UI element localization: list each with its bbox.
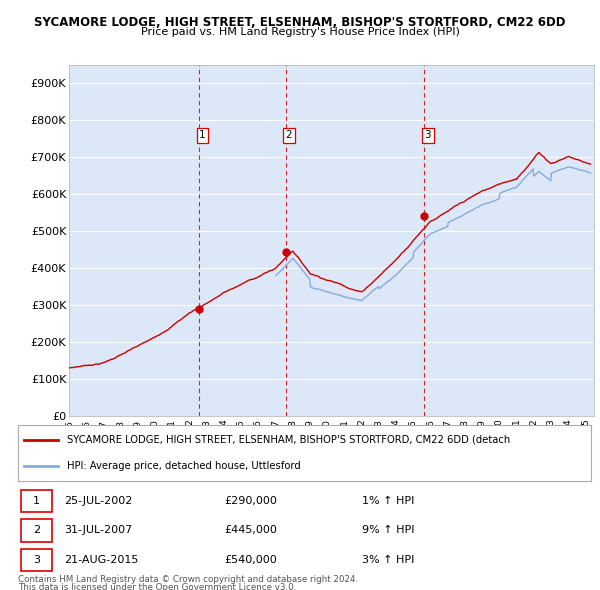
Text: 1: 1 xyxy=(199,130,206,140)
Text: 3% ↑ HPI: 3% ↑ HPI xyxy=(362,555,414,565)
Text: 31-JUL-2007: 31-JUL-2007 xyxy=(64,526,132,535)
Text: This data is licensed under the Open Government Licence v3.0.: This data is licensed under the Open Gov… xyxy=(18,583,296,590)
Bar xyxy=(21,519,52,542)
Text: 2: 2 xyxy=(286,130,292,140)
Text: £445,000: £445,000 xyxy=(224,526,277,535)
Text: 1: 1 xyxy=(33,496,40,506)
Text: Contains HM Land Registry data © Crown copyright and database right 2024.: Contains HM Land Registry data © Crown c… xyxy=(18,575,358,584)
Text: 9% ↑ HPI: 9% ↑ HPI xyxy=(362,526,415,535)
Text: Price paid vs. HM Land Registry's House Price Index (HPI): Price paid vs. HM Land Registry's House … xyxy=(140,27,460,37)
Text: SYCAMORE LODGE, HIGH STREET, ELSENHAM, BISHOP'S STORTFORD, CM22 6DD (detach: SYCAMORE LODGE, HIGH STREET, ELSENHAM, B… xyxy=(67,435,510,445)
Text: 25-JUL-2002: 25-JUL-2002 xyxy=(64,496,132,506)
Text: 2: 2 xyxy=(33,526,40,535)
Text: SYCAMORE LODGE, HIGH STREET, ELSENHAM, BISHOP'S STORTFORD, CM22 6DD: SYCAMORE LODGE, HIGH STREET, ELSENHAM, B… xyxy=(34,16,566,29)
Bar xyxy=(21,490,52,512)
Text: £290,000: £290,000 xyxy=(224,496,277,506)
Text: 3: 3 xyxy=(424,130,431,140)
Text: 21-AUG-2015: 21-AUG-2015 xyxy=(64,555,138,565)
Text: HPI: Average price, detached house, Uttlesford: HPI: Average price, detached house, Uttl… xyxy=(67,461,301,471)
Text: 3: 3 xyxy=(33,555,40,565)
Text: 1% ↑ HPI: 1% ↑ HPI xyxy=(362,496,414,506)
Text: £540,000: £540,000 xyxy=(224,555,277,565)
Bar xyxy=(21,549,52,571)
